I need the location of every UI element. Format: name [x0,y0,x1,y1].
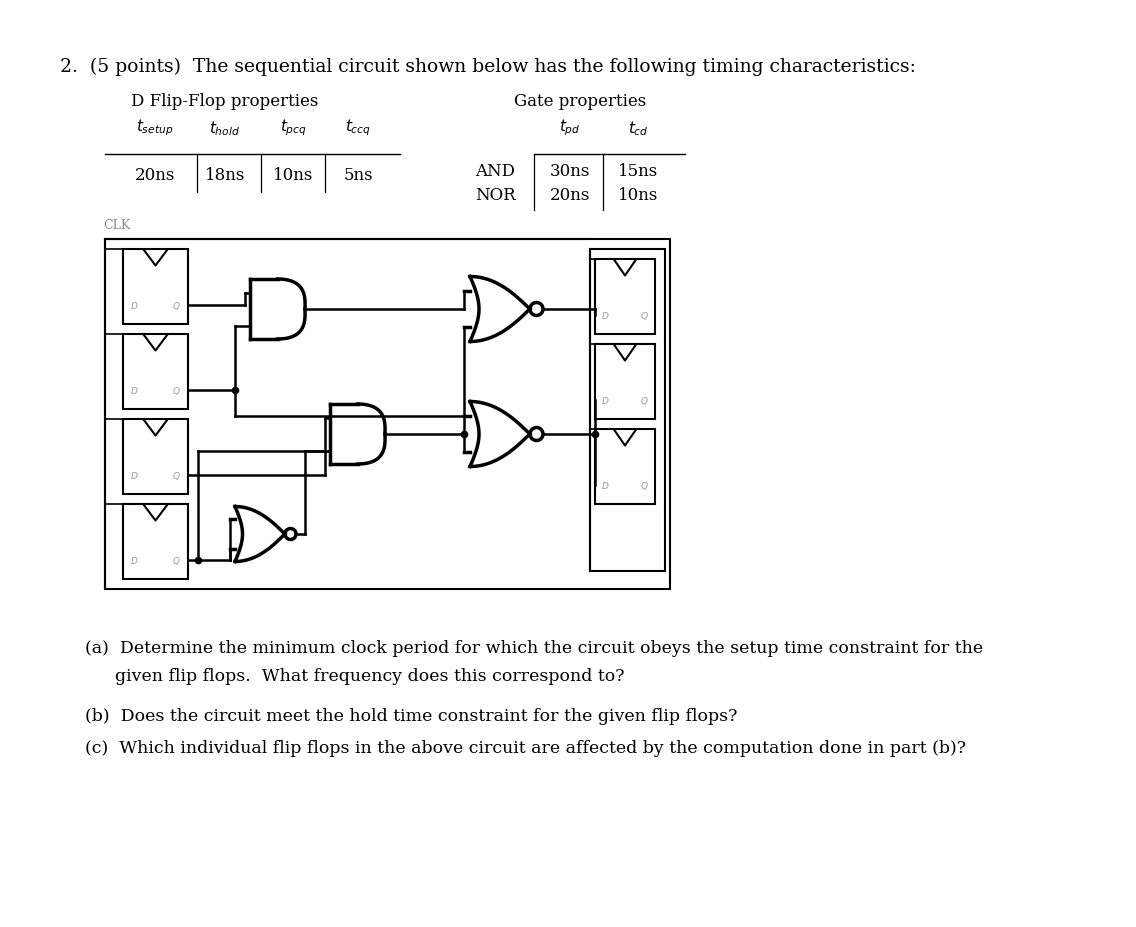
Bar [105,240,670,590]
Text: Q: Q [173,471,181,480]
Text: given flip flops.  What frequency does this correspond to?: given flip flops. What frequency does th… [115,667,625,684]
Text: (a)  Determine the minimum clock period for which the circuit obeys the setup ti: (a) Determine the minimum clock period f… [85,640,983,656]
Text: 2.  (5 points)  The sequential circuit shown below has the following timing char: 2. (5 points) The sequential circuit sho… [60,57,916,76]
Text: $t_{pcq}$: $t_{pcq}$ [279,118,307,138]
Text: 10ns: 10ns [618,187,658,204]
Text: D: D [602,397,609,405]
Text: 20ns: 20ns [135,166,175,184]
Text: CLK: CLK [103,219,131,232]
Bar [123,420,187,494]
Text: 15ns: 15ns [618,163,658,181]
Text: 5ns: 5ns [343,166,373,184]
Bar [595,429,655,504]
Bar [590,249,665,571]
Text: Gate properties: Gate properties [513,93,646,110]
Text: AND: AND [475,163,515,181]
Text: Q: Q [173,556,181,565]
Text: 20ns: 20ns [550,187,591,204]
Text: Q: Q [641,397,648,405]
Bar [123,335,187,410]
Text: D: D [602,311,609,321]
Text: $t_{cd}$: $t_{cd}$ [628,120,649,138]
Bar [595,260,655,335]
Text: $t_{hold}$: $t_{hold}$ [209,120,241,138]
Text: Q: Q [173,301,181,311]
Text: 30ns: 30ns [550,163,591,181]
Bar [595,345,655,420]
Text: D Flip-Flop properties: D Flip-Flop properties [132,93,319,110]
Text: $t_{ccq}$: $t_{ccq}$ [345,118,371,138]
Text: Q: Q [641,311,648,321]
Text: $t_{pd}$: $t_{pd}$ [559,118,580,138]
Text: Q: Q [173,387,181,395]
Text: D: D [131,387,137,395]
Text: 10ns: 10ns [273,166,314,184]
Text: Q: Q [641,481,648,490]
Text: $t_{setup}$: $t_{setup}$ [136,118,174,138]
Text: 18ns: 18ns [204,166,245,184]
Bar [123,504,187,579]
Text: D: D [131,301,137,311]
Text: D: D [131,556,137,565]
Bar [123,249,187,324]
Text: NOR: NOR [475,187,516,204]
Text: (c)  Which individual flip flops in the above circuit are affected by the comput: (c) Which individual flip flops in the a… [85,739,966,756]
Text: D: D [602,481,609,490]
Text: D: D [131,471,137,480]
Text: (b)  Does the circuit meet the hold time constraint for the given flip flops?: (b) Does the circuit meet the hold time … [85,707,737,724]
